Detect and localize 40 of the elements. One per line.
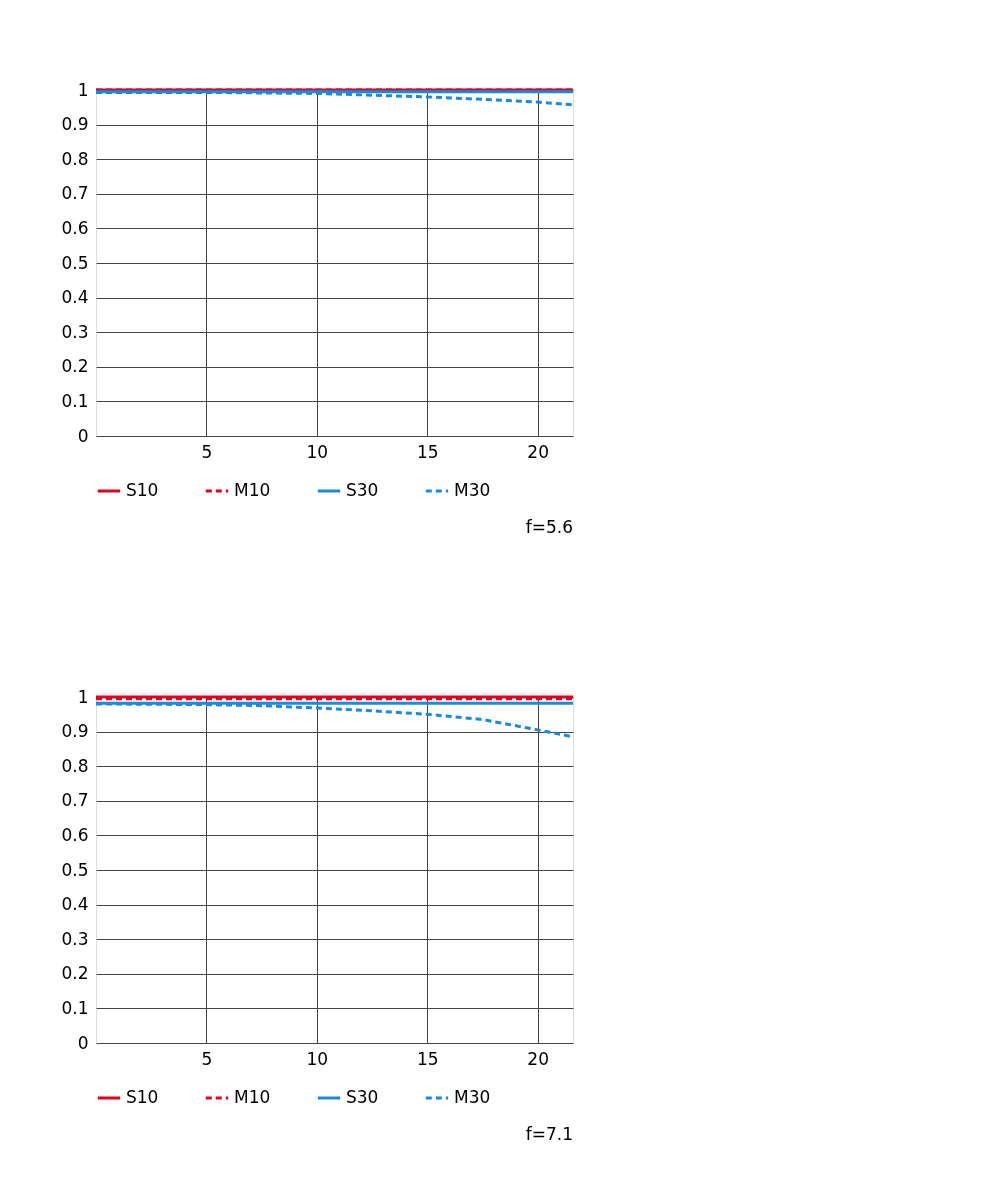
legend-label: S30 <box>346 1087 379 1107</box>
y-tick-label: 0.1 <box>61 997 89 1018</box>
y-tick-label: 0.5 <box>61 859 89 880</box>
y-tick-label: 0 <box>77 425 89 446</box>
legend-label: M30 <box>454 480 491 500</box>
y-tick-label: 0.3 <box>61 928 89 949</box>
y-tick-label: 0.7 <box>61 790 89 811</box>
x-tick-label: 10 <box>306 441 329 462</box>
y-tick-label: 0.6 <box>61 824 89 845</box>
y-tick-label: 1 <box>77 79 89 100</box>
y-tick-label: 1 <box>77 686 89 707</box>
y-tick-label: 0.4 <box>61 894 89 915</box>
y-tick-label: 0.3 <box>61 321 89 342</box>
legend-label: S30 <box>346 480 379 500</box>
legend-label: M30 <box>454 1087 491 1107</box>
y-tick-label: 0.6 <box>61 217 89 238</box>
legend-label: S10 <box>126 480 159 500</box>
y-tick-label: 0.2 <box>61 963 89 984</box>
y-tick-label: 0.9 <box>61 114 89 135</box>
x-tick-label: 5 <box>201 441 213 462</box>
y-tick-label: 0.4 <box>61 287 89 308</box>
y-tick-label: 0.2 <box>61 356 89 377</box>
legend-label: M10 <box>234 1087 271 1107</box>
x-tick-label: 5 <box>201 1048 213 1069</box>
legend-label: M10 <box>234 480 271 500</box>
x-tick-label: 10 <box>306 1048 329 1069</box>
y-tick-label: 0.7 <box>61 183 89 204</box>
legend-label: S10 <box>126 1087 159 1107</box>
y-tick-label: 0.9 <box>61 721 89 742</box>
x-tick-label: 15 <box>416 1048 439 1069</box>
text: f=7.1 <box>525 1124 573 1144</box>
x-tick-label: 20 <box>527 1048 549 1069</box>
y-tick-label: 0.1 <box>61 390 89 411</box>
y-tick-label: 0.8 <box>61 755 89 776</box>
y-tick-label: 0.5 <box>61 252 89 273</box>
x-tick-label: 20 <box>527 441 549 462</box>
y-tick-label: 0 <box>77 1032 89 1053</box>
x-tick-label: 15 <box>416 441 439 462</box>
text: f=5.6 <box>525 517 573 537</box>
y-tick-label: 0.8 <box>61 148 89 169</box>
